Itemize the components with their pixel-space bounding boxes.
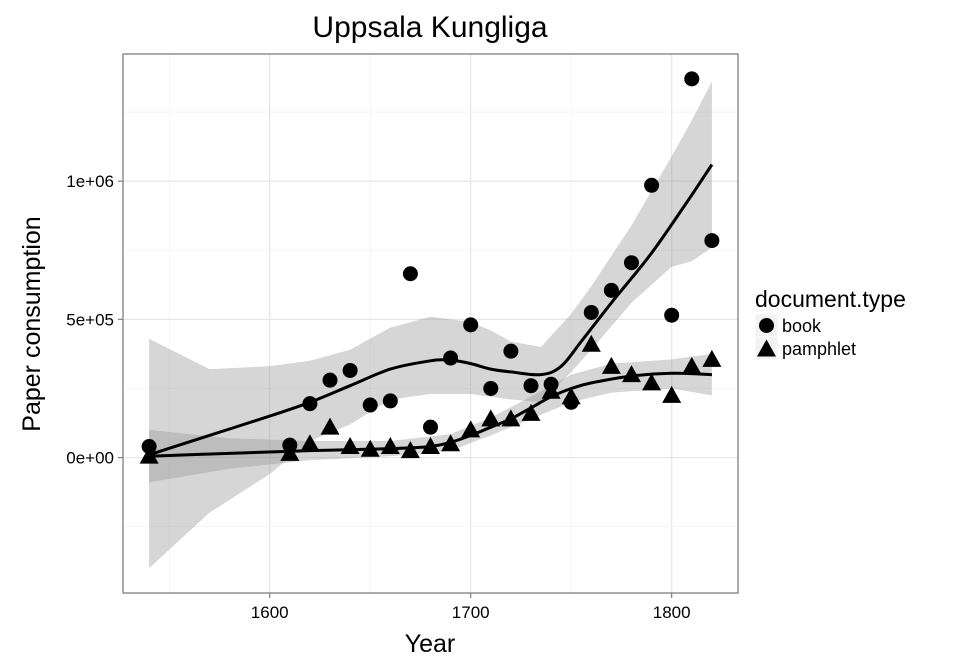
y-tick-label: 5e+05 — [66, 310, 114, 329]
legend-label-pamphlet: pamphlet — [782, 339, 856, 359]
smooth-line-book — [148, 163, 714, 457]
plot-frame — [122, 53, 739, 594]
legend-title: document.type — [755, 286, 906, 312]
point-pamphlet — [601, 356, 621, 374]
point-pamphlet — [662, 385, 682, 403]
point-book — [623, 255, 639, 271]
x-axis-title: Year — [405, 630, 456, 658]
y-tick-label: 1e+06 — [66, 172, 114, 191]
point-pamphlet — [320, 417, 340, 435]
point-book — [583, 304, 599, 320]
y-axis: 0e+00 5e+05 1e+06 — [66, 172, 123, 468]
plot-panel — [123, 54, 738, 593]
smooth-line-pamphlet — [149, 371, 712, 458]
point-book — [603, 282, 619, 298]
point-pamphlet — [521, 403, 541, 421]
point-book — [684, 71, 700, 87]
smooth-lines — [148, 163, 714, 458]
point-pamphlet — [682, 356, 702, 374]
x-tick-label: 1600 — [251, 603, 289, 622]
point-book — [141, 439, 157, 455]
point-book — [362, 397, 378, 413]
chart-title: Uppsala Kungliga — [312, 11, 547, 44]
legend-symbol-book — [759, 318, 774, 333]
point-book — [402, 266, 418, 282]
point-book — [483, 380, 499, 396]
point-pamphlet — [300, 434, 320, 452]
point-pamphlet — [400, 441, 420, 459]
point-book — [382, 393, 398, 409]
y-tick-label: 0e+00 — [66, 449, 114, 468]
x-tick-label: 1700 — [452, 603, 490, 622]
point-book — [664, 307, 680, 323]
point-pamphlet — [481, 409, 501, 427]
point-book — [342, 362, 358, 378]
point-pamphlet — [561, 387, 581, 405]
y-axis-title: Paper consumption — [18, 216, 46, 431]
point-pamphlet — [702, 349, 722, 367]
plot-background — [123, 54, 738, 593]
x-axis: 1600 1700 1800 — [251, 593, 691, 622]
legend: document.type book pamphlet — [754, 286, 906, 361]
x-tick-label: 1800 — [653, 603, 691, 622]
legend-symbol-pamphlet — [757, 339, 776, 357]
point-book — [644, 177, 660, 193]
point-book — [463, 317, 479, 333]
point-book — [503, 343, 519, 359]
point-book — [443, 350, 459, 366]
point-pamphlet — [581, 334, 601, 352]
point-book — [423, 419, 438, 435]
point-book — [704, 233, 720, 249]
point-pamphlet — [642, 373, 662, 391]
plot-border — [122, 53, 739, 594]
legend-label-book: book — [782, 316, 822, 336]
point-book — [322, 372, 338, 388]
point-book — [523, 378, 539, 394]
